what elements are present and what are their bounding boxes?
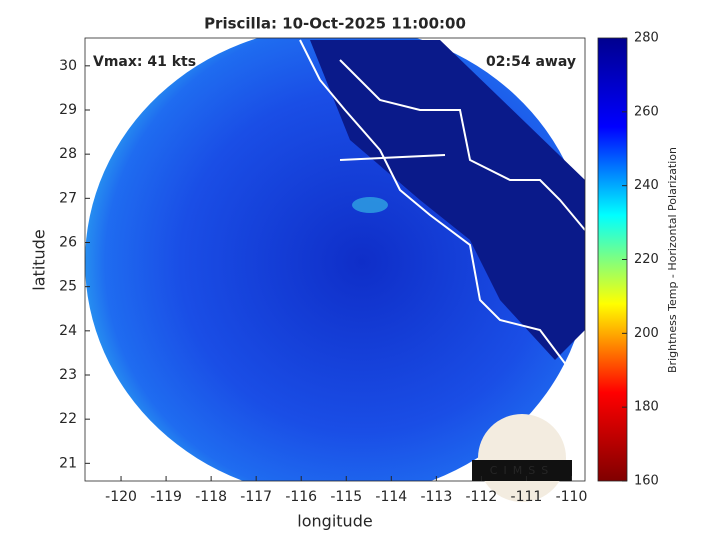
y-tick-label: 26	[59, 234, 77, 250]
colorbar-tick-label: 180	[634, 400, 659, 415]
y-tick-label: 30	[59, 58, 77, 74]
colorbar-tick-label: 260	[634, 104, 659, 119]
x-tick-label: -110	[556, 489, 588, 505]
colorbar-tick-label: 220	[634, 252, 659, 267]
x-tick-label: -120	[105, 489, 137, 505]
x-tick-label: -114	[375, 489, 407, 505]
y-tick-label: 27	[59, 190, 77, 206]
x-tick-label: -115	[330, 489, 362, 505]
y-axis-label: latitude	[30, 229, 49, 290]
plot-frame	[84, 37, 586, 482]
colorbar-tick-label: 160	[634, 474, 659, 489]
y-tick-label: 21	[59, 455, 77, 471]
x-tick-label: -118	[195, 489, 227, 505]
y-tick-label: 28	[59, 146, 77, 162]
x-tick-label: -119	[150, 489, 182, 505]
y-tick-label: 29	[59, 102, 77, 118]
x-tick-label: -111	[511, 489, 543, 505]
y-tick-label: 23	[59, 367, 77, 383]
y-tick-label: 24	[59, 323, 77, 339]
x-tick-label: -117	[240, 489, 272, 505]
y-tick-label: 25	[59, 279, 77, 295]
logo: CIMSS	[472, 414, 572, 502]
x-tick-label: -113	[420, 489, 452, 505]
colorbar-tick-label: 200	[634, 326, 659, 341]
annotation: Vmax: 41 kts	[93, 54, 196, 70]
colorbar-tick-label: 240	[634, 178, 659, 193]
x-axis-label: longitude	[297, 512, 372, 531]
y-tick-label: 22	[59, 411, 77, 427]
satellite-image	[85, 38, 585, 481]
x-tick-label: -116	[285, 489, 317, 505]
chart-title: Priscilla: 10-Oct-2025 11:00:00	[204, 15, 466, 33]
colorbar-tick-label: 280	[634, 31, 659, 46]
x-tick-label: -112	[466, 489, 498, 505]
annotation: 02:54 away	[486, 54, 576, 70]
colorbar-label: Brightness Temp - Horizontal Polarizatio…	[666, 147, 679, 373]
logo-text: CIMSS	[490, 464, 554, 477]
